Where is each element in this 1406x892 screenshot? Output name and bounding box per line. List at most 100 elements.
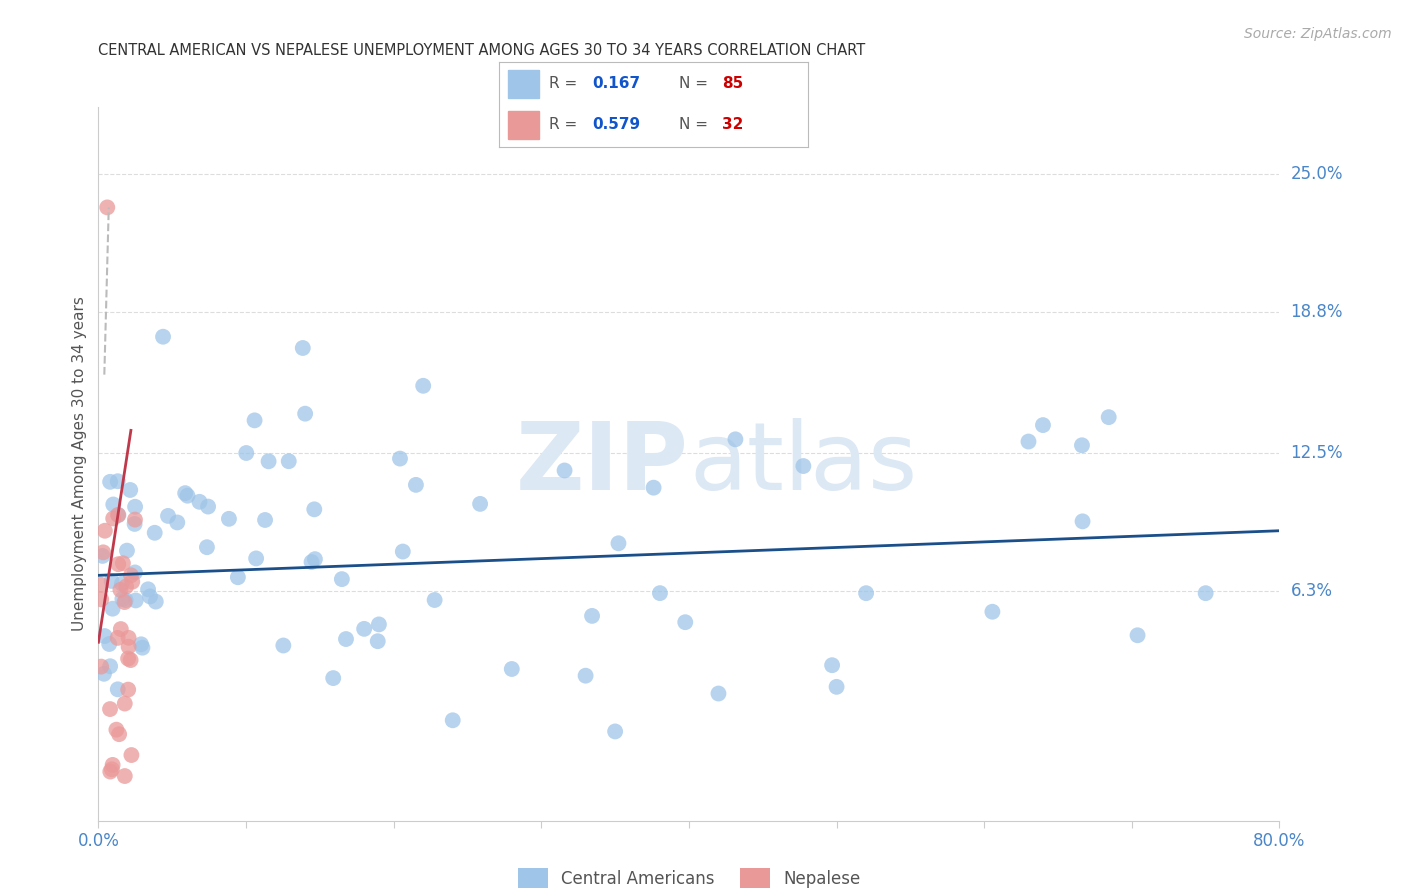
Point [197,500,219,514]
Point [110,622,132,636]
Point [605,724,627,739]
Point [120,568,142,582]
Point [335,632,357,646]
Point [129,637,152,651]
Bar [509,70,540,98]
Point [1126,628,1149,642]
Point [673,615,696,630]
Point [117,682,139,697]
Point [441,714,464,728]
Point [101,762,124,776]
Point [330,572,353,586]
Point [107,557,129,572]
Point [1098,410,1121,425]
Point [468,497,491,511]
Point [111,576,134,591]
Point [120,653,142,667]
Text: ZIP: ZIP [516,417,689,510]
Text: 12.5%: 12.5% [1291,443,1343,462]
Point [114,697,136,711]
Text: CENTRAL AMERICAN VS NEPALESE UNEMPLOYMENT AMONG AGES 30 TO 34 YEARS CORRELATION : CENTRAL AMERICAN VS NEPALESE UNEMPLOYMEN… [98,43,866,58]
Point [226,570,249,584]
Point [304,502,326,516]
Point [108,727,131,741]
Point [98,702,121,716]
Point [103,498,125,512]
Point [643,481,665,495]
Point [114,593,136,607]
Point [91,545,114,559]
Point [388,451,411,466]
Text: N =: N = [679,76,713,91]
Point [101,601,124,615]
Point [124,512,146,526]
Point [501,662,523,676]
Point [90,659,112,673]
Point [423,593,446,607]
Point [304,552,326,566]
Point [131,640,153,655]
Point [291,341,314,355]
Point [1032,418,1054,433]
Point [98,764,121,779]
Point [235,446,257,460]
Point [243,413,266,427]
Point [96,201,118,215]
Text: Source: ZipAtlas.com: Source: ZipAtlas.com [1244,27,1392,41]
Point [188,495,211,509]
Point [581,608,603,623]
Point [107,508,129,522]
Text: 0.579: 0.579 [592,117,640,132]
Point [120,747,142,762]
Point [125,593,148,607]
Point [94,524,117,538]
Point [136,582,159,597]
Point [981,605,1004,619]
Point [391,544,413,558]
Point [107,682,129,697]
Point [93,666,115,681]
Point [294,407,316,421]
Point [368,617,391,632]
Point [90,578,112,592]
Point [91,549,114,563]
Text: R =: R = [548,76,582,91]
Point [322,671,344,685]
Bar [509,111,540,139]
Point [218,512,240,526]
Point [121,574,143,589]
Point [821,658,844,673]
Text: N =: N = [679,117,713,132]
Text: 25.0%: 25.0% [1291,165,1343,183]
Point [257,454,280,468]
Point [107,508,129,522]
Text: 6.3%: 6.3% [1291,582,1333,600]
Point [117,640,139,654]
Point [301,555,323,569]
Point [110,582,132,597]
Point [114,595,136,609]
Text: atlas: atlas [689,417,917,510]
Point [98,659,121,673]
Point [254,513,277,527]
Point [90,592,112,607]
Point [277,454,299,468]
Y-axis label: Unemployment Among Ages 30 to 34 years: Unemployment Among Ages 30 to 34 years [72,296,87,632]
Point [93,629,115,643]
Point [105,723,128,737]
Text: 32: 32 [721,117,744,132]
Point [98,637,121,651]
Point [139,590,162,604]
Point [1071,514,1094,528]
Point [145,594,167,608]
Text: 18.8%: 18.8% [1291,303,1343,321]
Point [245,551,267,566]
Point [103,511,125,525]
Point [107,474,129,488]
Point [176,489,198,503]
Point [273,639,295,653]
Point [855,586,877,600]
Point [607,536,630,550]
Point [792,458,814,473]
Text: 0.167: 0.167 [592,76,640,91]
